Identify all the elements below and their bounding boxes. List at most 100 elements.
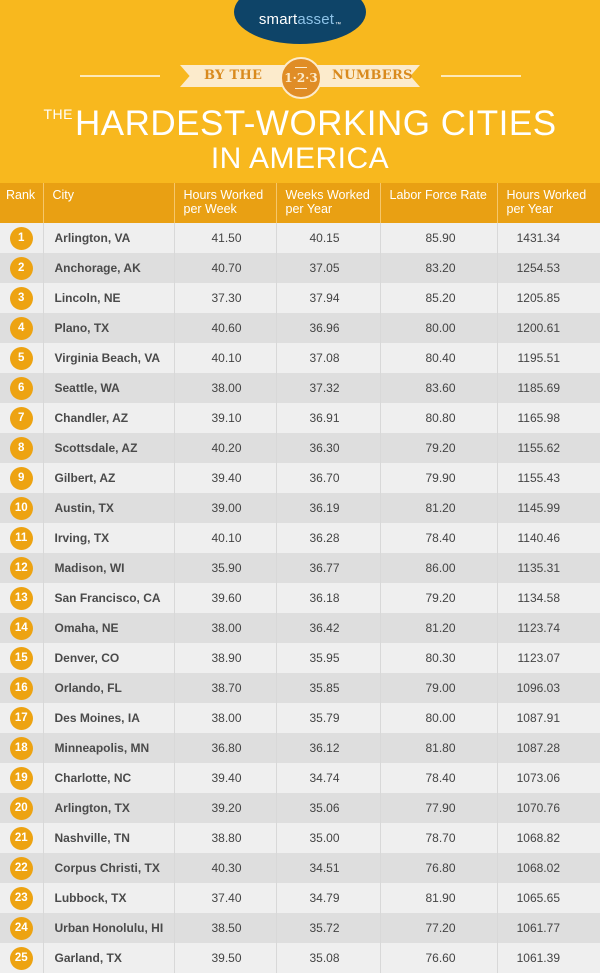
- hours-per-year-cell: 1165.98: [497, 403, 600, 433]
- table-row: 12 Madison, WI 35.90 36.77 86.00 1135.31: [0, 553, 600, 583]
- hours-per-year-cell: 1123.07: [497, 643, 600, 673]
- rank-badge: 23: [9, 886, 33, 910]
- labor-force-rate-cell: 85.20: [380, 283, 498, 313]
- table-row: 21 Nashville, TN 38.80 35.00 78.70 1068.82: [0, 823, 600, 853]
- city-cell: Gilbert, AZ: [43, 463, 175, 493]
- hours-per-week-cell: 39.00: [174, 493, 277, 523]
- city-cell: Charlotte, NC: [43, 763, 175, 793]
- weeks-per-year-cell: 36.19: [276, 493, 381, 523]
- table-row: 22 Corpus Christi, TX 40.30 34.51 76.80 1068.…: [0, 853, 600, 883]
- table-row: 1 Arlington, VA 41.50 40.15 85.90 1431.34: [0, 223, 600, 253]
- rank-badge: 4: [9, 316, 33, 340]
- city-cell: Minneapolis, MN: [43, 733, 175, 763]
- hours-per-week-cell: 37.40: [174, 883, 277, 913]
- hours-per-week-cell: 38.50: [174, 913, 277, 943]
- rank-badge: 14: [9, 616, 33, 640]
- hours-per-year-cell: 1135.31: [497, 553, 600, 583]
- rank-cell: 22: [0, 853, 44, 883]
- weeks-per-year-cell: 36.91: [276, 403, 381, 433]
- page-title-line2: IN AMERICA: [210, 142, 390, 175]
- city-cell: Lincoln, NE: [43, 283, 175, 313]
- title-prefix: THE: [43, 106, 73, 122]
- table-header-row: Rank City Hours Worked per Week Weeks Wo…: [0, 183, 600, 223]
- city-cell: Urban Honolulu, HI: [43, 913, 175, 943]
- hours-per-year-cell: 1061.39: [497, 943, 600, 973]
- rank-cell: 10: [0, 493, 44, 523]
- labor-force-rate-cell: 85.90: [380, 223, 498, 253]
- table-row: 2 Anchorage, AK 40.70 37.05 83.20 1254.53: [0, 253, 600, 283]
- column-header-rank: Rank: [0, 183, 44, 223]
- rank-cell: 15: [0, 643, 44, 673]
- hours-per-week-cell: 39.40: [174, 763, 277, 793]
- city-cell: Plano, TX: [43, 313, 175, 343]
- city-cell: Lubbock, TX: [43, 883, 175, 913]
- hours-per-year-cell: 1065.65: [497, 883, 600, 913]
- labor-force-rate-cell: 78.40: [380, 763, 498, 793]
- city-cell: Denver, CO: [43, 643, 175, 673]
- weeks-per-year-cell: 40.15: [276, 223, 381, 253]
- ribbon-text-right: NUMBERS: [332, 68, 413, 83]
- table-row: 7 Chandler, AZ 39.10 36.91 80.80 1165.98: [0, 403, 600, 433]
- rank-cell: 14: [0, 613, 44, 643]
- hours-per-year-cell: 1068.82: [497, 823, 600, 853]
- weeks-per-year-cell: 37.32: [276, 373, 381, 403]
- city-cell: Austin, TX: [43, 493, 175, 523]
- hours-per-year-cell: 1096.03: [497, 673, 600, 703]
- table-row: 17 Des Moines, IA 38.00 35.79 80.00 1087.91: [0, 703, 600, 733]
- table-row: 15 Denver, CO 38.90 35.95 80.30 1123.07: [0, 643, 600, 673]
- city-cell: Garland, TX: [43, 943, 175, 973]
- weeks-per-year-cell: 35.00: [276, 823, 381, 853]
- labor-force-rate-cell: 76.60: [380, 943, 498, 973]
- weeks-per-year-cell: 34.74: [276, 763, 381, 793]
- rank-cell: 11: [0, 523, 44, 553]
- table-row: 8 Scottsdale, AZ 40.20 36.30 79.20 1155.62: [0, 433, 600, 463]
- weeks-per-year-cell: 37.05: [276, 253, 381, 283]
- table-row: 6 Seattle, WA 38.00 37.32 83.60 1185.69: [0, 373, 600, 403]
- rank-badge: 25: [9, 946, 33, 970]
- city-cell: Anchorage, AK: [43, 253, 175, 283]
- labor-force-rate-cell: 77.90: [380, 793, 498, 823]
- hours-per-year-cell: 1070.76: [497, 793, 600, 823]
- hours-per-week-cell: 38.00: [174, 373, 277, 403]
- labor-force-rate-cell: 86.00: [380, 553, 498, 583]
- rank-cell: 4: [0, 313, 44, 343]
- hours-per-year-cell: 1185.69: [497, 373, 600, 403]
- rank-badge: 13: [9, 586, 33, 610]
- rank-badge: 16: [9, 676, 33, 700]
- labor-force-rate-cell: 83.20: [380, 253, 498, 283]
- city-cell: Irving, TX: [43, 523, 175, 553]
- hours-per-year-cell: 1254.53: [497, 253, 600, 283]
- hours-per-year-cell: 1061.77: [497, 913, 600, 943]
- rank-cell: 21: [0, 823, 44, 853]
- table-row: 25 Garland, TX 39.50 35.08 76.60 1061.39: [0, 943, 600, 973]
- rank-cell: 2: [0, 253, 44, 283]
- weeks-per-year-cell: 37.08: [276, 343, 381, 373]
- city-cell: San Francisco, CA: [43, 583, 175, 613]
- weeks-per-year-cell: 35.08: [276, 943, 381, 973]
- rank-badge: 6: [9, 376, 33, 400]
- page-title-line1: THEHARDEST-WORKING CITIES: [0, 104, 600, 144]
- cities-table: Rank City Hours Worked per Week Weeks Wo…: [0, 183, 600, 973]
- rank-badge: 1: [9, 226, 33, 250]
- table-row: 24 Urban Honolulu, HI 38.50 35.72 77.20 1061.…: [0, 913, 600, 943]
- ribbon-text-left: BY THE: [204, 68, 263, 83]
- hours-per-week-cell: 40.10: [174, 343, 277, 373]
- hours-per-week-cell: 36.80: [174, 733, 277, 763]
- hours-per-week-cell: 39.60: [174, 583, 277, 613]
- table-row: 4 Plano, TX 40.60 36.96 80.00 1200.61: [0, 313, 600, 343]
- logo-text-accent: asset: [297, 11, 335, 28]
- rank-cell: 20: [0, 793, 44, 823]
- city-cell: Omaha, NE: [43, 613, 175, 643]
- hours-per-year-cell: 1134.58: [497, 583, 600, 613]
- hours-per-year-cell: 1155.43: [497, 463, 600, 493]
- weeks-per-year-cell: 35.72: [276, 913, 381, 943]
- table-row: 14 Omaha, NE 38.00 36.42 81.20 1123.74: [0, 613, 600, 643]
- city-cell: Nashville, TN: [43, 823, 175, 853]
- rank-badge: 12: [9, 556, 33, 580]
- city-cell: Scottsdale, AZ: [43, 433, 175, 463]
- divider-right: [441, 75, 521, 77]
- weeks-per-year-cell: 35.95: [276, 643, 381, 673]
- labor-force-rate-cell: 81.20: [380, 493, 498, 523]
- infographic-header: smart asset ™ BY THE 1·2·3 NUMBERS THEHARD…: [0, 0, 600, 183]
- city-cell: Virginia Beach, VA: [43, 343, 175, 373]
